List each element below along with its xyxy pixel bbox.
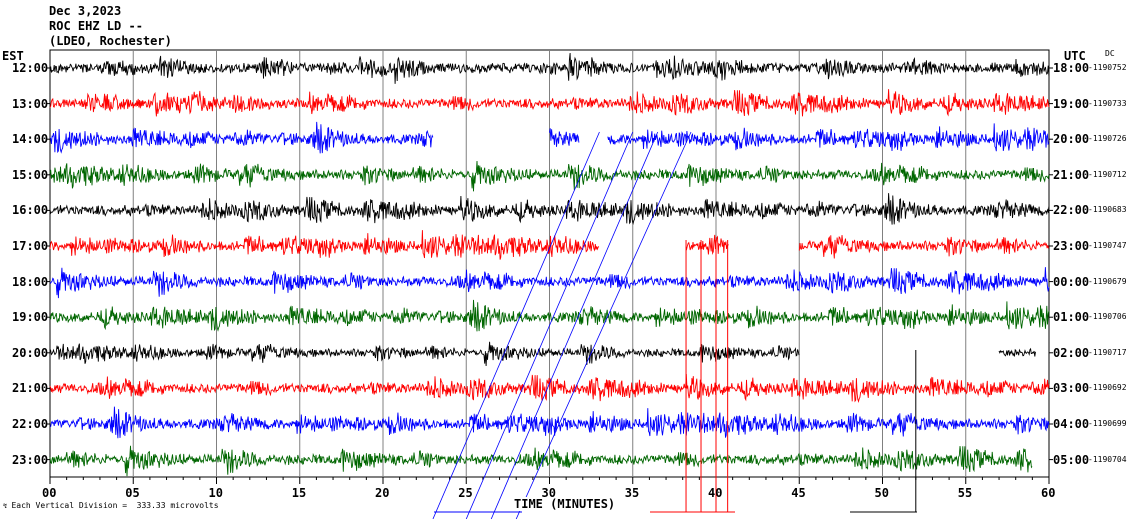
left-time-label: 16:00 (12, 203, 49, 218)
x-tick-label-10: 10 (208, 486, 223, 500)
left-time-label: 22:00 (12, 417, 49, 431)
x-tick-label-40: 40 (708, 486, 723, 500)
left-time-label: 20:00 (12, 345, 49, 360)
x-tick-label-30: 30 (541, 486, 556, 500)
vertical-division-text: Each Vertical Division = 333.33 microvol… (11, 501, 219, 510)
x-tick-label-20: 20 (375, 486, 390, 500)
left-time-label: 19:00 (12, 310, 49, 325)
x-tick-label-45: 45 (791, 486, 806, 500)
right-time-label: 20:00 (1053, 132, 1090, 147)
left-time-label: 23:00 (12, 452, 49, 467)
trace-13:00 (49, 89, 1050, 117)
header-date: Dec 3,2023 (49, 4, 122, 18)
x-tick-label-15: 15 (291, 486, 307, 500)
dc-offset-label: -1190752 (1088, 63, 1127, 72)
x-tick-label-55: 55 (957, 486, 973, 500)
left-timezone-label: EST (2, 49, 24, 63)
x-tick-label-25: 25 (458, 486, 473, 500)
dc-offset-label: -1190683 (1088, 205, 1127, 215)
event-trace-line (515, 131, 692, 519)
header-station: ROC EHZ LD -- (49, 19, 143, 33)
dc-offset-label: -1190747 (1088, 241, 1127, 250)
vertical-division-note: ↯ Each Vertical Division = 333.33 microv… (3, 501, 219, 510)
right-time-label: 02:00 (1053, 345, 1090, 360)
dc-offset-label: -1190706 (1088, 312, 1127, 322)
trace-17:00 (685, 234, 729, 255)
dc-offset-label: -1190733 (1088, 98, 1127, 108)
x-axis-label: TIME (MINUTES) (514, 497, 616, 511)
left-time-label: 17:00 (12, 239, 49, 253)
scale-mark-icon: ↯ (3, 502, 12, 510)
trace-18:00 (49, 267, 1050, 299)
left-time-label: 15:00 (12, 167, 49, 182)
right-time-label: 23:00 (1053, 239, 1090, 253)
trace-17:00 (49, 230, 600, 260)
trace-23:00 (49, 445, 1033, 477)
right-time-label: 05:00 (1053, 452, 1090, 467)
trace-22:00 (49, 406, 1050, 439)
dc-offset-label: -1190726 (1088, 134, 1127, 144)
trace-12:00 (49, 52, 1050, 84)
dc-offset-label: -1190679 (1088, 276, 1127, 286)
x-tick-label-00: 00 (42, 486, 57, 500)
dc-offset-label: -1190699 (1088, 419, 1127, 428)
event-trace-line (465, 131, 634, 519)
trace-14:00 (607, 123, 1050, 152)
right-time-label: 00:00 (1053, 274, 1090, 289)
x-tick-label-60: 60 (1041, 486, 1056, 500)
dc-offset-label: -1190712 (1088, 169, 1127, 179)
left-time-label: 12:00 (12, 61, 49, 75)
dc-offset-label: -1190692 (1088, 383, 1127, 393)
right-time-label: 21:00 (1053, 167, 1090, 182)
header-network: (LDEO, Rochester) (49, 34, 172, 48)
dc-offset-label: -1190704 (1088, 454, 1127, 464)
trace-15:00 (49, 160, 1050, 192)
right-time-label: 18:00 (1053, 61, 1090, 75)
left-time-label: 21:00 (12, 381, 49, 396)
trace-19:00 (49, 299, 1050, 332)
trace-20:00 (49, 341, 800, 367)
x-tick-label-35: 35 (624, 486, 640, 500)
trace-14:00 (549, 128, 580, 147)
right-time-label: 01:00 (1053, 310, 1090, 325)
right-time-label: 03:00 (1053, 381, 1090, 396)
left-time-label: 18:00 (12, 274, 49, 289)
right-time-label: 04:00 (1053, 417, 1090, 431)
trace-14:00 (49, 121, 434, 154)
right-unit-label: DC (1105, 49, 1115, 58)
right-timezone-label: UTC (1064, 49, 1086, 63)
right-time-label: 22:00 (1053, 203, 1090, 218)
right-time-label: 19:00 (1053, 96, 1090, 111)
trace-20:00 (998, 347, 1036, 357)
event-trace-line (432, 131, 600, 519)
trace-16:00 (49, 193, 1050, 225)
event-trace-line (490, 131, 659, 519)
left-time-label: 14:00 (12, 132, 49, 147)
left-time-label: 13:00 (12, 96, 49, 111)
x-tick-label-50: 50 (874, 486, 889, 500)
x-tick-label-05: 05 (125, 486, 140, 500)
trace-17:00 (798, 235, 1049, 259)
dc-offset-label: -1190717 (1088, 347, 1127, 357)
